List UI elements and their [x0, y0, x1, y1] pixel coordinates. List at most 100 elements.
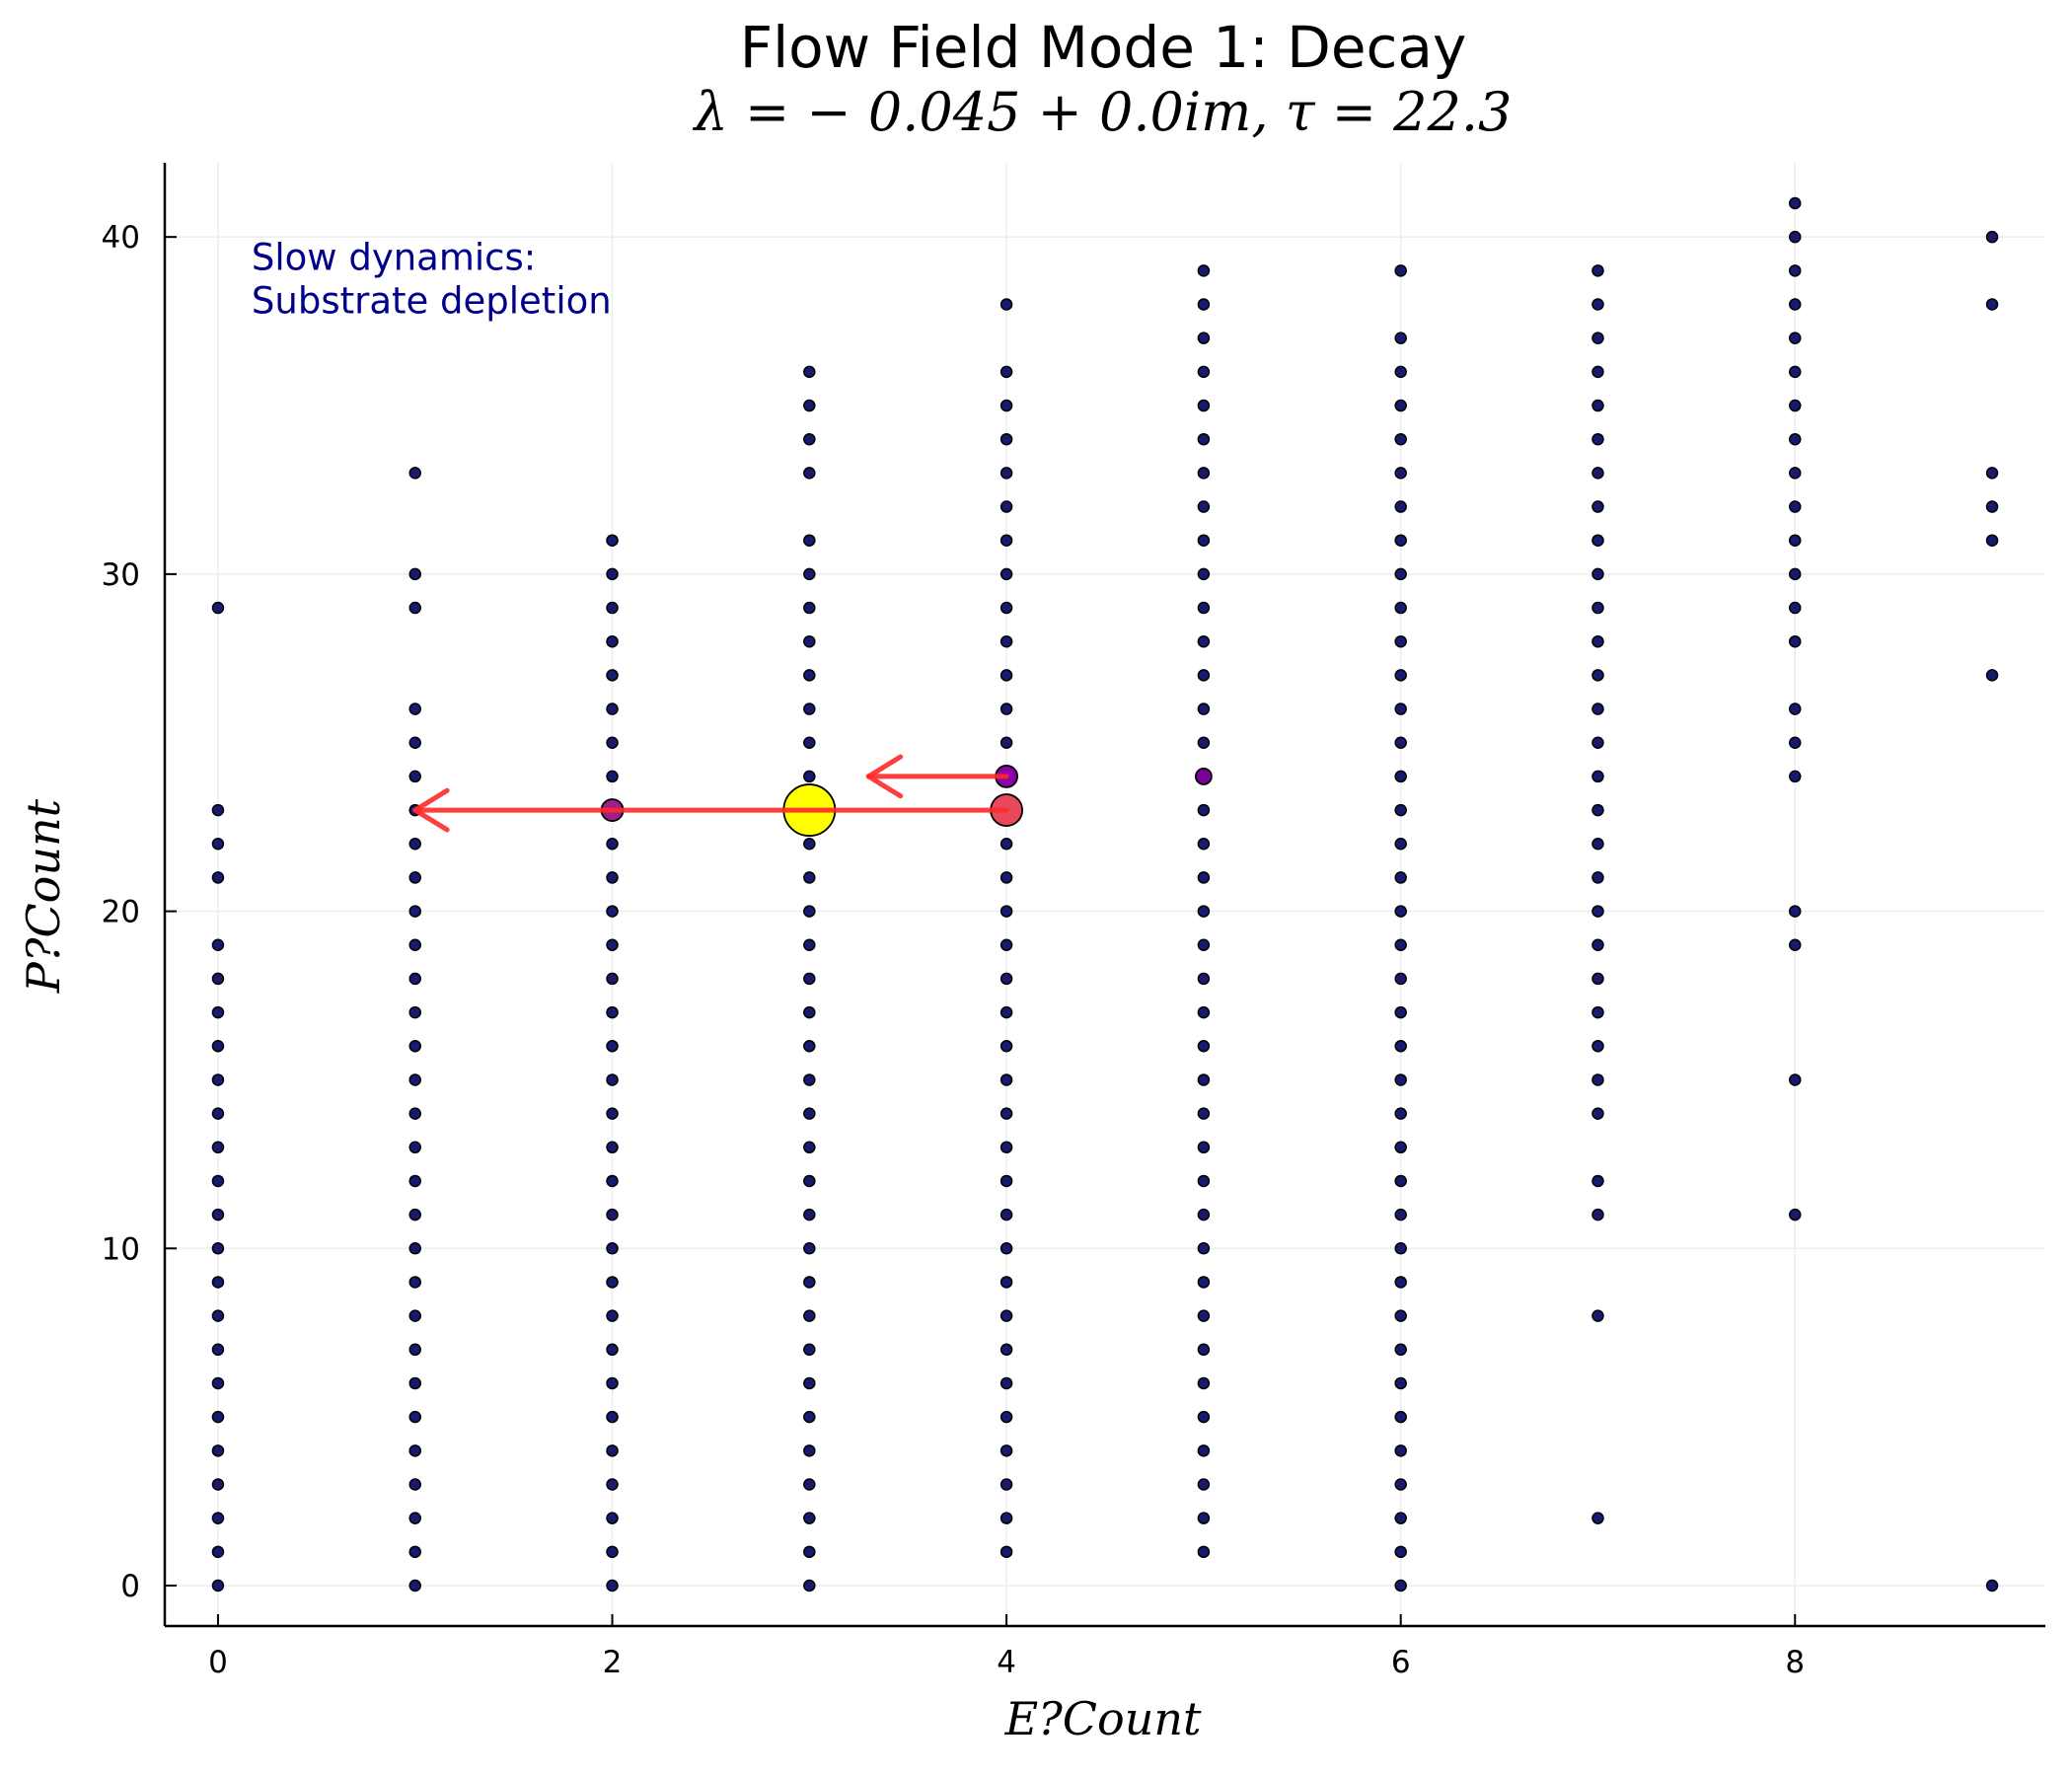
data-point: [1789, 1208, 1802, 1221]
data-point: [1394, 803, 1407, 817]
data-point: [1591, 332, 1604, 344]
data-point: [1591, 803, 1604, 817]
x-tick-label: 6: [1391, 1645, 1411, 1680]
data-point: [211, 1478, 225, 1491]
data-point: [1591, 669, 1604, 682]
data-point: [1591, 298, 1604, 311]
axes: [163, 163, 2045, 1628]
flow-arrows: [412, 754, 1009, 833]
y-axis-label: P?Count: [17, 798, 70, 994]
data-point: [999, 399, 1013, 412]
data-point: [999, 1309, 1013, 1322]
data-point: [803, 634, 816, 648]
data-point: [1789, 432, 1802, 446]
data-point: [211, 1005, 225, 1019]
data-point: [803, 669, 816, 682]
data-point: [408, 1208, 421, 1221]
data-point: [1789, 264, 1802, 277]
data-point: [999, 467, 1013, 480]
x-tick-label: 4: [997, 1645, 1016, 1680]
data-point: [999, 1376, 1013, 1390]
data-point: [1985, 1579, 1999, 1592]
data-point: [1394, 1242, 1407, 1255]
data-point: [1394, 467, 1407, 480]
data-point: [1197, 298, 1211, 311]
data-point: [606, 972, 619, 986]
data-point: [1394, 365, 1407, 379]
data-point: [211, 837, 225, 851]
data-point: [1985, 669, 1999, 682]
data-point: [999, 601, 1013, 615]
data-point: [606, 938, 619, 952]
data-point: [1197, 703, 1211, 715]
data-point: [1394, 1410, 1407, 1424]
data-point: [408, 736, 421, 749]
data-point: [1394, 1309, 1407, 1322]
data-point: [803, 365, 816, 379]
y-tick-label: 30: [102, 557, 140, 593]
data-point: [803, 1107, 816, 1120]
data-point: [1394, 534, 1407, 547]
data-point: [1197, 736, 1211, 749]
data-point: [999, 703, 1013, 715]
data-point: [1789, 500, 1802, 513]
data-point: [606, 534, 619, 547]
data-point: [1197, 669, 1211, 682]
data-point: [803, 1005, 816, 1019]
data-point: [408, 1444, 421, 1457]
data-point: [999, 1343, 1013, 1357]
data-point: [606, 1343, 619, 1357]
data-point: [803, 1512, 816, 1524]
data-point: [408, 1410, 421, 1424]
data-point: [1197, 1343, 1211, 1357]
data-point: [1591, 770, 1604, 783]
data-point: [606, 736, 619, 749]
data-point: [1197, 905, 1211, 918]
data-point: [606, 770, 619, 783]
annotation-line: Slow dynamics:: [252, 237, 536, 279]
data-point: [803, 1309, 816, 1322]
data-point: [408, 972, 421, 986]
data-point: [606, 1478, 619, 1491]
data-point: [408, 567, 421, 581]
data-point: [999, 1141, 1013, 1154]
data-point: [803, 1276, 816, 1289]
data-point: [1394, 1512, 1407, 1524]
data-point: [999, 1410, 1013, 1424]
data-point: [408, 770, 421, 783]
data-point: [803, 534, 816, 547]
data-point: [999, 1478, 1013, 1491]
data-point: [1394, 567, 1407, 581]
data-point: [408, 1040, 421, 1053]
data-point: [999, 905, 1013, 918]
data-point: [803, 770, 816, 783]
data-point: [1591, 972, 1604, 986]
data-point: [408, 1141, 421, 1154]
data-point: [1591, 467, 1604, 480]
data-point: [1197, 567, 1211, 581]
data-point: [1591, 534, 1604, 547]
flow-arrow: [865, 754, 1009, 799]
data-point: [408, 601, 421, 615]
data-point: [803, 1073, 816, 1086]
x-tick-label: 2: [603, 1645, 623, 1680]
data-point: [1197, 500, 1211, 513]
data-point: [1985, 230, 1999, 244]
data-point: [803, 1478, 816, 1491]
x-tick-label: 8: [1785, 1645, 1805, 1680]
data-point: [803, 1376, 816, 1390]
data-point: [999, 1512, 1013, 1524]
data-point: [606, 1579, 619, 1592]
data-point: [803, 972, 816, 986]
data-point: [408, 905, 421, 918]
data-point: [211, 938, 225, 952]
chart-title: Flow Field Mode 1: Decay: [740, 14, 1467, 81]
data-point: [1394, 332, 1407, 344]
data-point: [1394, 1073, 1407, 1086]
data-point: [1197, 1174, 1211, 1188]
data-point: [408, 1174, 421, 1188]
data-point: [999, 1040, 1013, 1053]
data-point: [211, 871, 225, 884]
data-point: [408, 703, 421, 715]
data-point: [211, 1040, 225, 1053]
